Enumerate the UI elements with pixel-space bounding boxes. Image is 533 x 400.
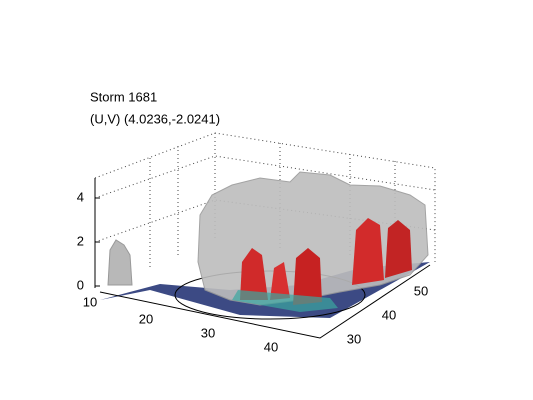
axes bbox=[94, 178, 431, 339]
title: Storm 1681 bbox=[90, 89, 157, 104]
y-tick-label: 40 bbox=[382, 307, 396, 322]
isosurface bbox=[100, 171, 430, 320]
x-tick-label: 10 bbox=[83, 294, 97, 309]
y-tick-label: 30 bbox=[347, 331, 361, 346]
x-tick-label: 30 bbox=[201, 325, 215, 340]
x-tick-label: 20 bbox=[139, 311, 153, 326]
z-tick-label: 0 bbox=[77, 277, 84, 292]
z-tick-label: 4 bbox=[77, 189, 84, 204]
x-tick-label: 40 bbox=[264, 339, 278, 354]
subtitle: (U,V) (4.0236,-2.0241) bbox=[90, 111, 220, 126]
z-tick-label: 2 bbox=[77, 233, 84, 248]
grid bbox=[94, 132, 436, 268]
y-tick-label: 50 bbox=[414, 283, 428, 298]
